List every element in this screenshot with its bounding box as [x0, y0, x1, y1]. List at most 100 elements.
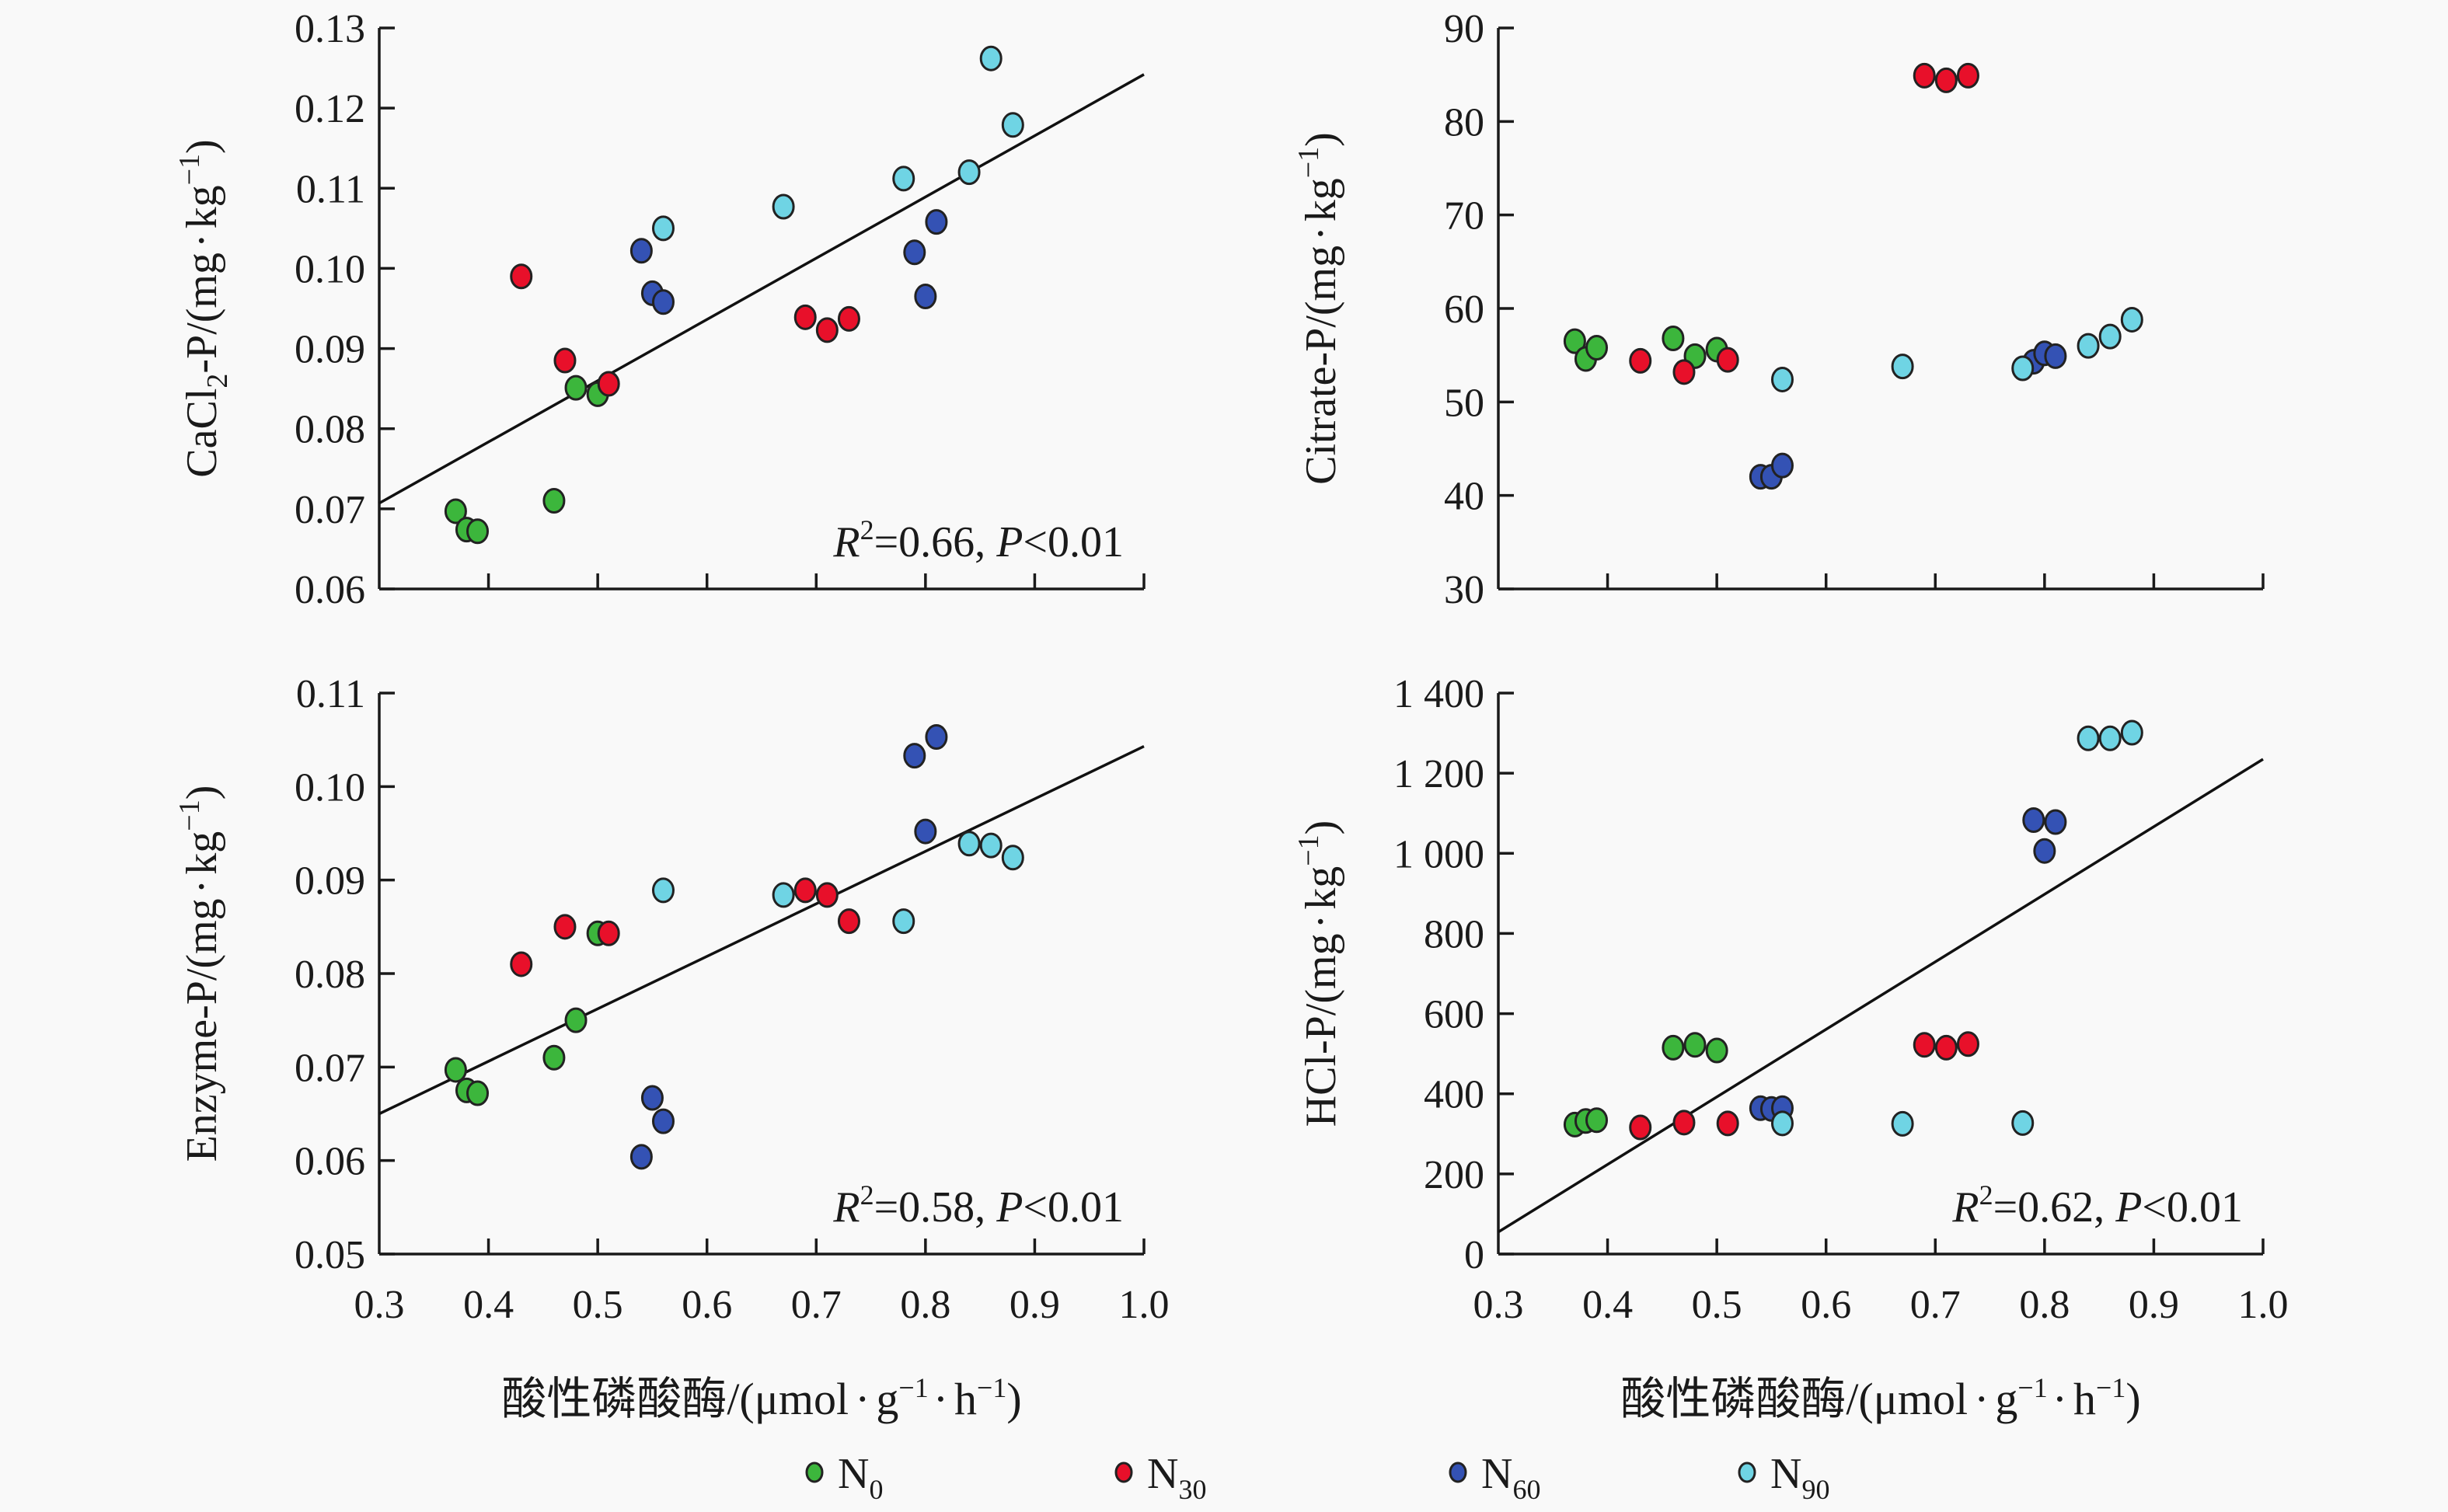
series-n0: [444, 375, 609, 545]
y-tick-label: 60: [1444, 287, 1484, 332]
x-tick-label: 0.4: [1582, 1283, 1633, 1327]
y-tick-label: 0.07: [295, 1046, 365, 1090]
data-point: [914, 818, 937, 845]
y-tick-label: 0.09: [295, 859, 365, 904]
data-point: [772, 193, 795, 220]
y-axis-label: CaCl2-P/(mg·kg−1): [173, 139, 234, 477]
x-tick-label: 0.6: [1801, 1283, 1851, 1327]
series-n30: [1629, 1031, 1979, 1141]
x-tick-label: 0.9: [1010, 1283, 1060, 1327]
data-point: [597, 371, 620, 397]
legend-marker-n60: [1449, 1461, 1467, 1483]
data-point: [2022, 807, 2045, 833]
data-point: [2044, 809, 2067, 835]
data-point: [2120, 306, 2143, 333]
data-point: [2033, 838, 2056, 864]
regression-line: [1498, 758, 2264, 1234]
data-point: [1891, 354, 1914, 380]
data-point: [892, 908, 915, 935]
data-point: [2077, 333, 2100, 359]
data-point: [629, 1144, 653, 1170]
x-tick-label: 0.9: [2129, 1283, 2179, 1327]
x-tick-label: 0.7: [791, 1283, 842, 1327]
data-point: [1662, 1034, 1685, 1061]
y-tick-label: 0: [1464, 1233, 1484, 1277]
series-n60: [629, 724, 948, 1170]
legend-item-n90: N90: [1738, 1450, 1829, 1505]
x-tick-label: 0.6: [682, 1283, 732, 1327]
panel-enzyme-p: 0.05 0.06 0.07 0.08 0.09 0.10 0.11 0.3 0.4 0.5 0.6…: [173, 672, 1170, 1327]
legend-item-n0: N0: [805, 1450, 883, 1505]
data-point: [1585, 335, 1609, 361]
data-point: [1001, 845, 1024, 871]
panel-hcl-p: 0 200 400 600 800 1 000 1 200 1 400 0.3 0.4 0.5 0.6…: [1292, 672, 2289, 1327]
data-point: [1683, 1032, 1707, 1058]
y-tick-label: 0.11: [296, 167, 365, 211]
series-n60: [629, 209, 948, 315]
data-point: [914, 284, 937, 310]
data-point: [1913, 62, 1936, 89]
legend-label-n30: N30: [1147, 1450, 1206, 1505]
data-point: [553, 914, 577, 940]
series-n90: [1770, 306, 2143, 392]
data-point: [1913, 1032, 1936, 1058]
data-point: [651, 215, 675, 242]
data-point: [903, 743, 926, 769]
y-tick-label: 0.11: [296, 672, 365, 716]
data-point: [2120, 719, 2143, 746]
legend-marker-n0: [805, 1461, 824, 1483]
series-n30: [510, 263, 860, 397]
data-point: [564, 375, 588, 401]
data-point: [1956, 62, 1979, 89]
series-n0: [444, 920, 609, 1106]
y-tick-label: 40: [1444, 475, 1484, 519]
x-tick-label: 0.3: [1473, 1283, 1524, 1327]
data-point: [1716, 1110, 1739, 1137]
data-point: [651, 877, 675, 904]
y-tick-label: 30: [1444, 568, 1484, 612]
data-point: [1563, 328, 1586, 354]
y-tick-label: 0.08: [295, 408, 365, 452]
y-axis-label: HCl-P/(mg·kg−1): [1292, 820, 1345, 1127]
regression-line: [378, 73, 1145, 505]
data-point: [1934, 1034, 1958, 1061]
data-point: [1629, 1114, 1652, 1141]
panel-citrate-p: 30 40 50 60 70 80 90 Citrate-P/(mg·kg−1): [1292, 7, 2265, 612]
x-tick-label: 0.5: [573, 1283, 623, 1327]
data-point: [925, 724, 948, 751]
data-point: [510, 263, 533, 290]
y-tick-label: 0.06: [295, 568, 365, 612]
data-point: [1585, 1107, 1609, 1134]
series-n90: [1770, 719, 2143, 1137]
series-n30: [510, 877, 860, 977]
legend-label-n90: N90: [1770, 1450, 1829, 1505]
y-tick-label: 1 200: [1393, 752, 1484, 796]
data-point: [2098, 323, 2122, 350]
legend-label-n0: N0: [838, 1450, 883, 1505]
data-point: [979, 832, 1003, 859]
y-axis-label: Citrate-P/(mg·kg−1): [1292, 132, 1345, 485]
y-tick-label: 0.07: [295, 488, 365, 532]
data-point: [1001, 112, 1024, 138]
y-tick-label: 800: [1424, 912, 1484, 956]
data-point: [903, 239, 926, 266]
y-tick-label: 200: [1424, 1153, 1484, 1197]
x-tick-label: 1.0: [2238, 1283, 2289, 1327]
legend-marker-n30: [1114, 1461, 1133, 1483]
data-point: [564, 1007, 588, 1033]
series-n60: [1749, 340, 2067, 490]
series-n90: [651, 45, 1024, 242]
x-tick-label: 0.7: [1910, 1283, 1961, 1327]
data-point: [640, 1085, 664, 1111]
data-point: [1770, 452, 1794, 479]
y-tick-label: 0.12: [295, 87, 365, 131]
x-axis-title-right: 酸性磷酸酶/(μmol · g−1 · h−1): [1620, 1372, 2140, 1424]
x-tick-label: 0.8: [2019, 1283, 2070, 1327]
y-tick-label: 70: [1444, 194, 1484, 239]
data-point: [597, 920, 620, 946]
data-point: [957, 159, 981, 186]
data-point: [1629, 347, 1652, 374]
data-point: [651, 1108, 675, 1134]
y-tick-label: 50: [1444, 381, 1484, 425]
x-axis-title-left: 酸性磷酸酶/(μmol · g−1 · h−1): [501, 1372, 1021, 1424]
